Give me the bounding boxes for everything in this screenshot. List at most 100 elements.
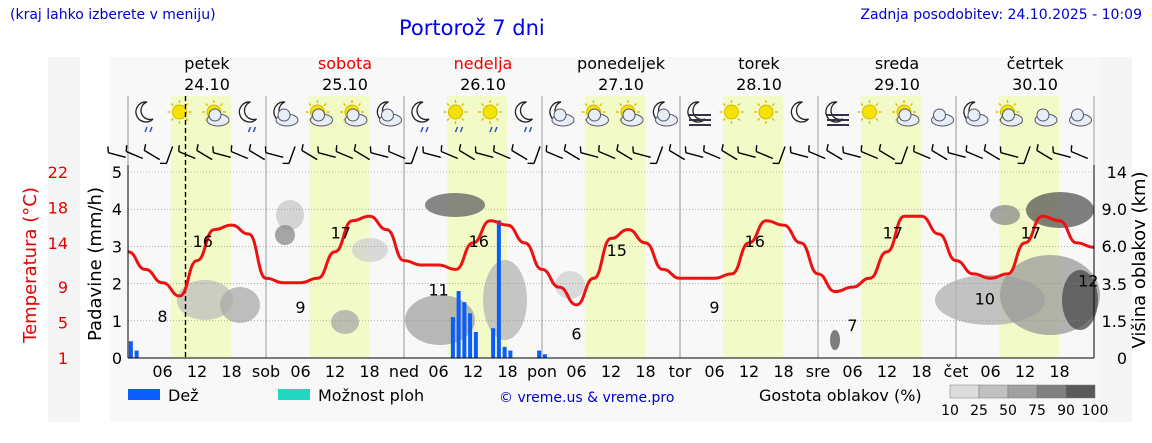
temperature-tick-label: 9 bbox=[58, 278, 68, 297]
cloud-icon bbox=[931, 108, 954, 127]
moon-fog-icon bbox=[825, 101, 849, 126]
wind-barb-icon bbox=[474, 146, 494, 159]
wind-barb-icon bbox=[721, 144, 738, 161]
cloud-density-patch bbox=[220, 287, 260, 323]
daylight-band bbox=[585, 96, 646, 358]
wind-barb-icon bbox=[143, 144, 161, 161]
precip-bar bbox=[473, 331, 478, 358]
x-tick-label: 12 bbox=[1015, 362, 1035, 381]
moon-icon bbox=[790, 101, 809, 123]
wind-barb-icon bbox=[353, 144, 371, 161]
cloud-density-patch bbox=[830, 330, 840, 350]
copyright-link[interactable]: © vreme.us & vreme.pro bbox=[499, 390, 674, 406]
cloud-density-patch bbox=[331, 310, 359, 334]
day-date: 28.10 bbox=[736, 75, 782, 94]
wind-barb-icon bbox=[1052, 146, 1071, 159]
wind-barb-icon bbox=[895, 146, 909, 165]
sun-icon bbox=[167, 100, 192, 124]
cloud-density-swatch bbox=[978, 384, 1009, 399]
wind-barb-icon bbox=[703, 145, 721, 160]
wind-barb-icon bbox=[913, 145, 931, 160]
day-name: nedelja bbox=[454, 54, 513, 73]
temperature-label: 16 bbox=[469, 232, 489, 251]
page-title: Portorož 7 dni bbox=[399, 16, 545, 40]
wind-barb-icon bbox=[545, 145, 564, 160]
wind-barb-icon bbox=[772, 146, 786, 165]
sun-icon bbox=[719, 100, 744, 124]
temperature-tick-label: 22 bbox=[48, 163, 68, 182]
moon-cloud-icon bbox=[963, 101, 989, 127]
rain-legend-label: Dež bbox=[168, 386, 199, 405]
cloud-height-tick-label: 0 bbox=[1117, 349, 1127, 368]
temperature-label: 15 bbox=[607, 241, 627, 260]
temperature-label: 6 bbox=[571, 325, 581, 344]
day-name: petek bbox=[184, 54, 230, 73]
temperature-axis-title: Temperatura (°C) bbox=[20, 187, 41, 344]
cloud-density-tick: 75 bbox=[1028, 403, 1046, 419]
cloud-height-tick-label: 9.0 bbox=[1102, 200, 1127, 219]
wind-barb-icon bbox=[808, 145, 826, 160]
cloud-density-tick: 90 bbox=[1057, 403, 1075, 419]
precip-bar bbox=[542, 354, 547, 358]
wind-barb-icon bbox=[527, 146, 541, 165]
x-tick-label: 12 bbox=[601, 362, 621, 381]
x-tick-label: pon bbox=[527, 362, 557, 381]
x-tick-label: 12 bbox=[463, 362, 483, 381]
temperature-label: 16 bbox=[745, 232, 765, 251]
precip-bar bbox=[496, 220, 501, 358]
moon-rain-icon bbox=[514, 101, 533, 133]
precip-tick-label: 3 bbox=[112, 237, 122, 256]
day-date: 29.10 bbox=[874, 75, 920, 94]
daylight-band bbox=[861, 96, 922, 358]
wind-barb-icon bbox=[212, 146, 231, 159]
sun-cloud-icon bbox=[892, 100, 920, 127]
x-tick-label: 06 bbox=[428, 362, 448, 381]
sun-cloud-icon bbox=[340, 100, 368, 127]
wind-barb-icon bbox=[230, 145, 249, 160]
x-tick-label: ned bbox=[389, 362, 419, 381]
cloud-density-patch bbox=[177, 280, 233, 320]
wind-barb-icon bbox=[563, 144, 581, 161]
wind-barb-icon bbox=[999, 146, 1019, 159]
temperature-label: 7 bbox=[847, 316, 857, 335]
sun-rain-icon bbox=[443, 100, 468, 133]
x-tick-label: 06 bbox=[152, 362, 172, 381]
day-date: 30.10 bbox=[1012, 75, 1058, 94]
temperature-label: 8 bbox=[157, 307, 167, 326]
day-name: torek bbox=[738, 54, 780, 73]
last-updated: Zadnja posodobitev: 24.10.2025 - 10:09 bbox=[860, 7, 1142, 23]
temperature-label: 16 bbox=[193, 232, 213, 251]
x-tick-label: 18 bbox=[911, 362, 931, 381]
wind-barb-icon bbox=[264, 146, 284, 159]
sun-cloud-icon bbox=[202, 100, 230, 127]
sun-cloud-icon bbox=[995, 100, 1023, 127]
wind-barb-icon bbox=[737, 146, 756, 159]
precip-bar bbox=[128, 341, 133, 358]
x-tick-label: 12 bbox=[739, 362, 759, 381]
temperature-label: 17 bbox=[1021, 223, 1041, 242]
rain-legend-swatch bbox=[128, 389, 160, 400]
wind-barb-icon bbox=[1036, 144, 1053, 161]
day-date: 25.10 bbox=[322, 75, 368, 94]
wind-barb-icon bbox=[1070, 145, 1089, 160]
storm-legend-swatch bbox=[278, 389, 310, 400]
precip-bar bbox=[468, 313, 473, 358]
wind-barb-icon bbox=[842, 146, 861, 159]
cloud-density-swatch bbox=[949, 384, 980, 399]
x-tick-label: sre bbox=[806, 362, 830, 381]
wind-barb-icon bbox=[422, 146, 441, 159]
moon-cloud-icon bbox=[549, 101, 575, 127]
cloud-density-title: Gostota oblakov (%) bbox=[759, 386, 922, 405]
cloud-density-swatch bbox=[1036, 384, 1067, 399]
cloud-density-patch bbox=[275, 225, 295, 245]
wind-barb-icon bbox=[1017, 146, 1031, 165]
x-tick-label: 18 bbox=[221, 362, 241, 381]
x-tick-label: 18 bbox=[1049, 362, 1069, 381]
x-tick-label: 12 bbox=[187, 362, 207, 381]
temperature-label: 17 bbox=[331, 223, 351, 242]
cloud-density-tick: 10 bbox=[941, 403, 959, 419]
precip-bar bbox=[462, 302, 467, 358]
wind-barb-icon bbox=[493, 145, 511, 160]
wind-barb-icon bbox=[789, 146, 809, 159]
wind-barb-icon bbox=[160, 146, 174, 165]
